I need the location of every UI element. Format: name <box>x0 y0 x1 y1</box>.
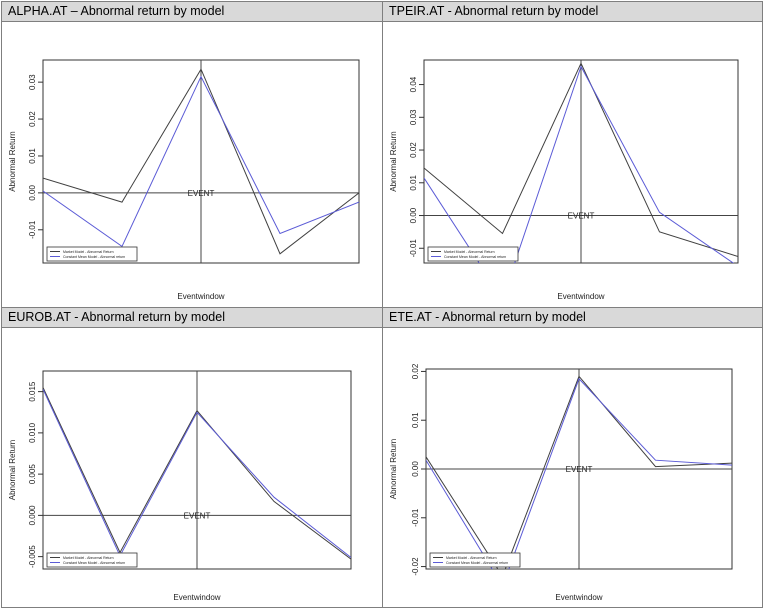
legend-entry: Market Model - Abnormal Return <box>444 250 495 254</box>
y-tick-label: 0.02 <box>409 142 418 158</box>
y-axis-label: Abnormal Return <box>389 131 398 191</box>
series-line-constant-mean <box>43 75 359 248</box>
x-axis-label: Eventwindow <box>555 593 602 602</box>
legend-entry: Market Model - Abnormal Return <box>446 556 497 560</box>
legend-entry: Constant Mean Model - Abnormal return <box>446 561 508 565</box>
y-tick-label: -0.02 <box>411 557 420 576</box>
panel-ete: ETE.AT - Abnormal return by model -0.02-… <box>383 308 762 607</box>
y-tick-label: 0.010 <box>28 422 37 443</box>
x-axis-label: Eventwindow <box>177 292 224 301</box>
y-tick-label: 0.01 <box>409 174 418 190</box>
y-tick-label: 0.03 <box>409 109 418 125</box>
event-label: EVENT <box>568 212 595 221</box>
legend-box <box>429 552 521 568</box>
panel-alpha: ALPHA.AT – Abnormal return by model -0.0… <box>2 2 383 308</box>
y-tick-label: 0.01 <box>411 412 420 428</box>
y-tick-label: -0.01 <box>411 508 420 527</box>
y-tick-label: 0.000 <box>28 505 37 526</box>
y-axis-label: Abnormal Return <box>8 440 17 500</box>
legend-entry: Constant Mean Model - Abnormal return <box>63 561 125 565</box>
legend-box <box>46 552 138 568</box>
y-axis-label: Abnormal Return <box>389 439 398 499</box>
series-line-market-model <box>424 62 738 257</box>
y-tick-label: 0.01 <box>28 148 37 164</box>
alpha-chart: -0.01 0.00 0.01 0.02 0.03 Abnormal Return Even… <box>8 59 360 301</box>
y-tick-label: 0.02 <box>28 111 37 127</box>
panel-title: ETE.AT - Abnormal return by model <box>383 308 762 328</box>
series-line-constant-mean <box>43 388 351 558</box>
y-tick-label: 0.00 <box>28 185 37 201</box>
panel-title: TPEIR.AT - Abnormal return by model <box>383 2 762 22</box>
y-tick-label: 0.005 <box>28 464 37 485</box>
legend-entry: Constant Mean Model - Abnormal return <box>63 255 125 259</box>
y-tick-label: 0.03 <box>28 74 37 90</box>
panel-title: EUROB.AT - Abnormal return by model <box>2 308 382 328</box>
y-tick-label: 0.015 <box>28 381 37 402</box>
series-line-constant-mean <box>426 377 732 569</box>
y-tick-label: -0.005 <box>28 545 37 568</box>
legend-entry: Constant Mean Model - Abnormal return <box>444 255 506 259</box>
series-line-market-model <box>43 68 359 255</box>
y-axis-label: Abnormal Return <box>8 131 17 191</box>
panel-tpeir: TPEIR.AT - Abnormal return by model -0.0… <box>383 2 762 308</box>
event-label: EVENT <box>184 511 211 520</box>
y-tick-label: 0.02 <box>411 363 420 379</box>
panel-title: ALPHA.AT – Abnormal return by model <box>2 2 382 22</box>
tpeir-chart: -0.01 0.00 0.01 0.02 0.03 0.04 Abnormal Return… <box>389 59 739 301</box>
legend-box <box>427 246 519 262</box>
x-axis-label: Eventwindow <box>173 593 220 602</box>
y-tick-label: -0.01 <box>409 239 418 258</box>
y-tick-label: 0.04 <box>409 76 418 92</box>
y-tick-label: 0.00 <box>409 207 418 223</box>
eurob-chart: -0.005 0.000 0.005 0.010 0.015 Abnormal Retur… <box>8 370 352 602</box>
legend-entry: Market Model - Abnormal Return <box>63 556 114 560</box>
event-label: EVENT <box>566 465 593 474</box>
legend-entry: Market Model - Abnormal Return <box>63 250 114 254</box>
legend-box <box>46 246 138 262</box>
ete-chart: -0.02 -0.01 0.00 0.01 0.02 Abnormal Return Eve… <box>389 363 733 602</box>
x-axis-label: Eventwindow <box>557 292 604 301</box>
series-line-market-model <box>426 375 732 569</box>
panel-eurob: EUROB.AT - Abnormal return by model -0.0… <box>2 308 383 607</box>
y-tick-label: 0.00 <box>411 461 420 477</box>
series-line-market-model <box>43 387 351 560</box>
y-tick-label: -0.01 <box>28 220 37 239</box>
event-label: EVENT <box>188 189 215 198</box>
